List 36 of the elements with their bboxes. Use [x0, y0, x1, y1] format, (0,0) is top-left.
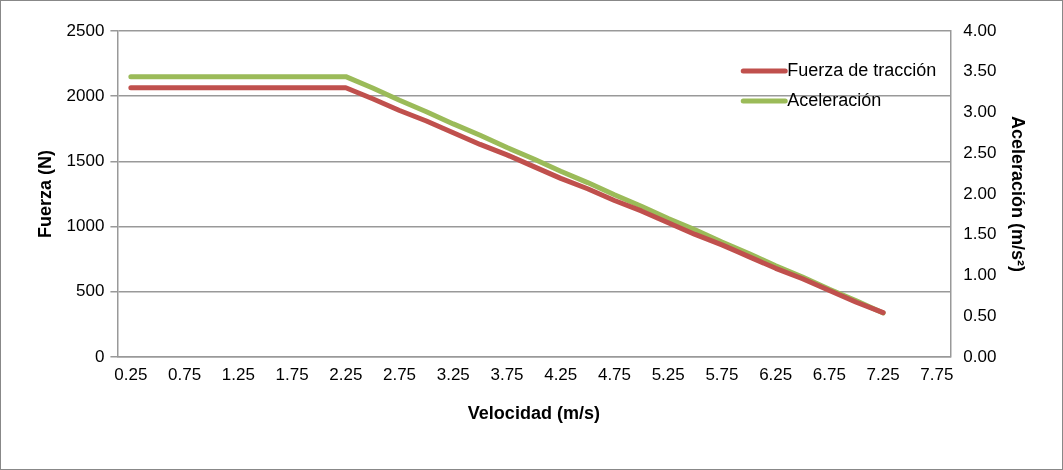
- y-tick-label: 1000: [66, 216, 105, 236]
- y-axis-title: Fuerza (N): [34, 149, 55, 239]
- y2-tick-label: 4.00: [963, 20, 997, 40]
- x-tick-label: 2.25: [329, 364, 363, 384]
- y2-tick-label: 2.50: [963, 142, 997, 162]
- x-tick-label: 0.75: [168, 364, 202, 384]
- x-axis-title: Velocidad (m/s): [467, 403, 600, 424]
- y2-tick-label: 1.00: [963, 265, 997, 285]
- x-tick-label: 5.75: [705, 364, 739, 384]
- x-tick-label: 4.75: [597, 364, 632, 384]
- y-tick-label: 1500: [66, 151, 105, 171]
- y2-tick-label: 0.00: [963, 346, 997, 366]
- x-tick-label: 6.25: [759, 364, 793, 384]
- y-tick-label: 2000: [66, 85, 105, 105]
- y2-tick-label: 3.50: [963, 61, 997, 81]
- x-tick-label: 4.25: [544, 364, 578, 384]
- legend-label: Aceleración: [787, 89, 882, 110]
- x-tick-label: 3.25: [436, 364, 470, 384]
- x-tick-label: 2.75: [382, 364, 417, 384]
- y2-tick-label: 1.50: [963, 224, 997, 244]
- y-tick-label: 0: [94, 346, 105, 366]
- x-tick-label: 7.25: [866, 364, 900, 384]
- y2-axis-title: Aceleración (m/s²): [1008, 115, 1029, 273]
- x-tick-label: 1.75: [275, 364, 309, 384]
- y2-tick-label: 0.50: [963, 305, 997, 325]
- y-tick-label: 500: [76, 281, 105, 301]
- x-tick-label: 5.25: [651, 364, 685, 384]
- x-tick-label: 7.75: [920, 364, 954, 384]
- y2-tick-label: 2.00: [963, 183, 997, 203]
- y-tick-label: 2500: [66, 20, 105, 40]
- legend-label: Fuerza de tracción: [787, 59, 937, 80]
- x-tick-label: 0.25: [114, 364, 148, 384]
- y2-tick-label: 3.00: [963, 102, 997, 122]
- x-tick-label: 1.25: [221, 364, 255, 384]
- x-tick-label: 6.75: [812, 364, 846, 384]
- x-tick-label: 3.75: [490, 364, 524, 384]
